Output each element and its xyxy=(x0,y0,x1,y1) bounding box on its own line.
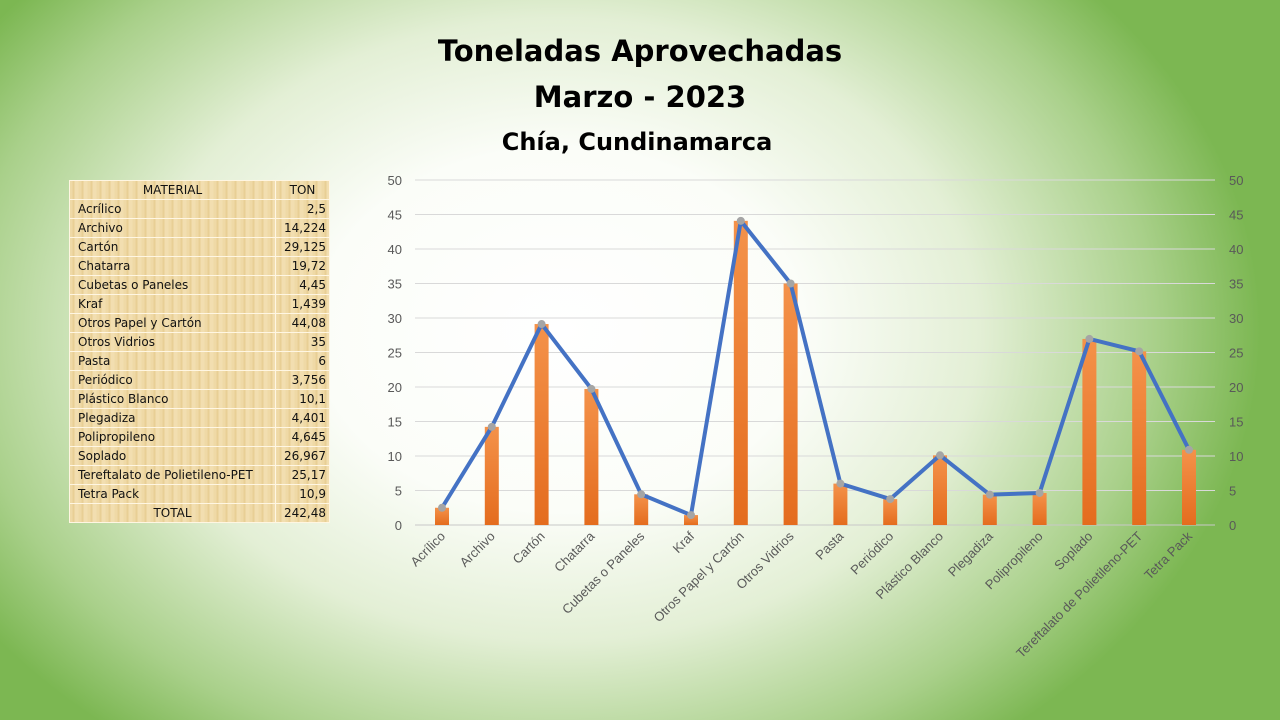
y2-tick-label: 20 xyxy=(1229,380,1243,395)
y2-tick-label: 30 xyxy=(1229,311,1243,326)
bar xyxy=(684,515,698,525)
ton-cell: 14,224 xyxy=(275,218,330,238)
x-tick-label: Soplado xyxy=(1051,529,1095,573)
x-tick-label: Kraf xyxy=(670,528,698,556)
line-marker xyxy=(985,490,994,499)
total-label: TOTAL xyxy=(69,503,276,523)
line-marker xyxy=(687,511,695,520)
line-marker xyxy=(537,320,546,329)
table-row: Plástico Blanco 10,1 xyxy=(69,389,330,409)
line-marker xyxy=(1135,347,1144,356)
y-tick-label: 25 xyxy=(388,346,402,361)
line-marker xyxy=(936,451,944,460)
y2-tick-label: 0 xyxy=(1229,518,1236,533)
bar xyxy=(484,426,499,525)
bar xyxy=(634,494,649,525)
table-row: Archivo 14,224 xyxy=(69,218,330,238)
x-tick-label: Acrílico xyxy=(407,529,448,570)
ton-cell: 10,1 xyxy=(275,389,330,409)
bar xyxy=(1132,351,1147,525)
y2-tick-label: 5 xyxy=(1229,484,1236,499)
material-cell: Plástico Blanco xyxy=(69,389,276,409)
bar xyxy=(833,483,848,525)
material-cell: Chatarra xyxy=(69,256,276,276)
y-tick-label: 35 xyxy=(388,277,402,292)
bar xyxy=(733,220,748,525)
y2-tick-label: 40 xyxy=(1229,242,1243,257)
ton-cell: 4,401 xyxy=(275,408,330,428)
bar xyxy=(933,455,947,525)
line-marker xyxy=(736,216,745,225)
table-row: Periódico 3,756 xyxy=(69,370,330,390)
x-tick-label: Tetra Pack xyxy=(1141,528,1195,582)
y2-tick-label: 35 xyxy=(1229,277,1243,292)
bar xyxy=(982,494,997,525)
line-marker xyxy=(836,479,845,488)
y-tick-label: 50 xyxy=(388,173,402,188)
bar xyxy=(534,324,549,525)
table-row: Otros Papel y Cartón 44,08 xyxy=(69,313,330,333)
x-tick-label: Pasta xyxy=(812,528,847,563)
y2-tick-label: 15 xyxy=(1229,415,1243,430)
bar xyxy=(1032,492,1047,525)
materials-table: MATERIAL TON Acrílico 2,5 Archivo 14,224 Car… xyxy=(69,180,330,523)
line-marker xyxy=(1185,445,1193,454)
bar xyxy=(584,388,599,525)
total-value: 242,48 xyxy=(275,503,330,523)
y2-tick-label: 45 xyxy=(1229,208,1243,223)
y-tick-label: 20 xyxy=(388,380,402,395)
line-marker xyxy=(786,279,795,288)
y-tick-label: 15 xyxy=(388,415,402,430)
bar xyxy=(783,283,798,525)
y2-tick-label: 25 xyxy=(1229,346,1243,361)
subtitle-text: Chía, Cundinamarca xyxy=(501,128,773,156)
bar xyxy=(435,507,449,525)
title-line-1: Toneladas Aprovechadas xyxy=(437,34,843,68)
line-marker xyxy=(587,384,596,393)
line-series xyxy=(440,218,1191,518)
y-tick-label: 30 xyxy=(388,311,402,326)
ton-cell: 26,967 xyxy=(275,446,330,466)
y-tick-label: 40 xyxy=(388,242,402,257)
x-tick-label: Cartón xyxy=(510,529,548,567)
material-cell: Periódico xyxy=(69,370,276,390)
ton-cell: 25,17 xyxy=(275,465,330,485)
line-marker xyxy=(886,495,895,504)
y-tick-label: 0 xyxy=(395,518,402,533)
x-tick-label: Plegadiza xyxy=(945,528,997,580)
line-marker xyxy=(637,490,646,499)
table-row: Chatarra 19,72 xyxy=(69,256,330,276)
bar xyxy=(883,499,898,525)
x-tick-label: Periódico xyxy=(847,529,896,578)
y-tick-label: 5 xyxy=(395,484,402,499)
bar xyxy=(1082,338,1097,525)
table-total-row: TOTAL 242,48 xyxy=(69,503,330,523)
x-tick-label: Otros Papel y Cartón xyxy=(650,529,746,625)
table-row: Pasta 6 xyxy=(69,351,330,371)
x-tick-label: Cubetas o Paneles xyxy=(559,528,648,617)
y-tick-label: 10 xyxy=(388,449,402,464)
title-line-2: Marzo - 2023 xyxy=(533,80,747,114)
line-marker xyxy=(438,503,446,512)
y-tick-label: 45 xyxy=(388,208,402,223)
line-marker xyxy=(1085,334,1094,343)
line-marker xyxy=(1035,488,1044,497)
y2-tick-label: 10 xyxy=(1229,449,1243,464)
y2-tick-label: 50 xyxy=(1229,173,1243,188)
ton-cell: 29,125 xyxy=(275,237,330,257)
ton-cell: 1,439 xyxy=(275,294,330,314)
x-tick-label: Archivo xyxy=(457,529,498,570)
table-row: Acrílico 2,5 xyxy=(69,199,330,219)
line-marker xyxy=(487,422,496,431)
x-tick-label: Chatarra xyxy=(551,528,598,575)
ton-cell: 19,72 xyxy=(275,256,330,276)
bar xyxy=(1182,449,1196,525)
